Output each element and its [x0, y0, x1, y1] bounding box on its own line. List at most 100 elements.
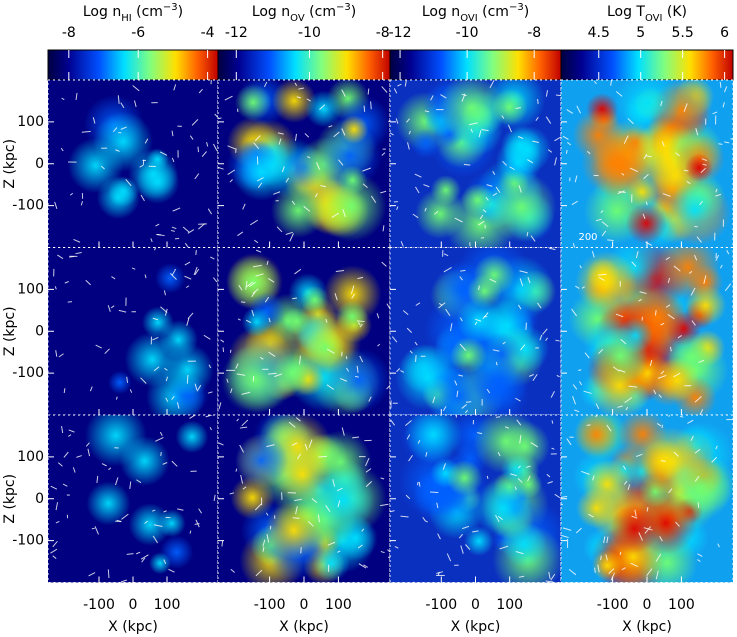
velocity-vector	[551, 447, 555, 450]
velocity-vector	[201, 151, 207, 158]
velocity-vector	[224, 95, 233, 101]
velocity-vector	[307, 521, 314, 527]
colorbar-tick-label: -10	[298, 25, 321, 41]
velocity-vector	[341, 427, 345, 436]
y-tick-label: -100	[12, 365, 44, 381]
velocity-vector	[332, 479, 336, 487]
velocity-vector	[636, 453, 643, 458]
x-tick-label: -100	[254, 597, 286, 613]
velocity-vector	[595, 218, 602, 222]
velocity-vector	[339, 378, 348, 382]
velocity-vector	[443, 253, 449, 257]
velocity-vector	[115, 149, 120, 152]
velocity-vector	[414, 173, 422, 178]
velocity-vector	[601, 221, 609, 227]
velocity-vector	[649, 359, 653, 367]
velocity-vector	[336, 487, 343, 492]
density-blob	[175, 420, 209, 454]
density-blob	[149, 552, 172, 575]
velocity-vector	[621, 567, 626, 571]
velocity-vector	[140, 554, 149, 560]
velocity-vector	[390, 510, 395, 513]
velocity-vector	[694, 395, 702, 403]
density-blob	[501, 521, 547, 568]
velocity-vector	[465, 544, 471, 550]
velocity-vector	[249, 281, 256, 287]
velocity-vector	[397, 83, 402, 87]
velocity-vector	[75, 93, 78, 100]
velocity-vector	[668, 488, 673, 494]
velocity-vector	[639, 291, 647, 295]
velocity-vector	[446, 553, 452, 562]
velocity-vector	[359, 323, 363, 328]
velocity-vector	[259, 356, 264, 360]
velocity-vector	[64, 281, 69, 284]
velocity-vector	[229, 179, 233, 183]
velocity-vector	[715, 445, 718, 450]
density-blob	[576, 487, 617, 529]
velocity-vector	[387, 556, 390, 559]
velocity-vector	[187, 312, 194, 320]
velocity-vector	[356, 365, 359, 373]
velocity-vector	[679, 415, 684, 418]
velocity-vector	[520, 344, 526, 351]
velocity-vector	[606, 424, 612, 432]
velocity-vector	[668, 415, 670, 418]
velocity-vector	[460, 545, 464, 554]
x-axis-label: X (kpc)	[622, 619, 672, 635]
velocity-vector	[391, 336, 398, 343]
velocity-vector	[606, 536, 609, 544]
velocity-vector	[517, 304, 522, 310]
velocity-vector	[117, 95, 120, 104]
velocity-vector	[326, 348, 335, 354]
velocity-vector	[617, 190, 625, 195]
velocity-vector	[176, 402, 180, 409]
velocity-vector	[295, 417, 301, 422]
title-part: OVI	[645, 13, 663, 24]
velocity-vector	[588, 513, 594, 518]
velocity-vector	[406, 327, 413, 333]
velocity-vector	[205, 415, 213, 418]
velocity-vector	[700, 167, 706, 174]
x-axis-label: X (kpc)	[451, 619, 501, 635]
velocity-vector	[237, 231, 244, 237]
title-part: (cm	[305, 4, 336, 20]
velocity-vector	[171, 396, 175, 400]
velocity-vector	[370, 101, 372, 110]
velocity-vector	[504, 426, 509, 429]
velocity-vector	[177, 508, 184, 511]
velocity-vector	[683, 169, 689, 172]
velocity-vector	[610, 572, 616, 581]
velocity-vector	[254, 239, 259, 244]
velocity-vector	[359, 355, 364, 363]
velocity-vector	[715, 193, 722, 197]
velocity-vector	[478, 285, 480, 291]
x-tick-label: -100	[425, 597, 457, 613]
velocity-vector	[584, 352, 590, 359]
velocity-vector	[63, 451, 69, 458]
density-blob	[473, 415, 539, 475]
velocity-vector	[486, 475, 489, 479]
x-tick-label: -100	[597, 597, 629, 613]
velocity-vector	[546, 473, 551, 478]
velocity-vector	[526, 232, 529, 237]
velocity-vector	[68, 429, 75, 433]
velocity-vector	[624, 397, 633, 404]
colorbar-tick-label: 4.5	[588, 25, 610, 41]
velocity-vector	[683, 103, 688, 112]
density-blob	[232, 143, 290, 201]
velocity-vector	[334, 293, 338, 301]
velocity-vector	[622, 465, 627, 470]
y-tick-label: 0	[35, 491, 44, 507]
velocity-vector	[638, 532, 643, 541]
velocity-vector	[662, 193, 671, 197]
density-blob	[339, 115, 369, 144]
velocity-vector	[643, 153, 648, 160]
density-blob	[654, 357, 700, 402]
velocity-vector	[390, 132, 394, 136]
colorbar-tick-label: -4	[201, 25, 215, 41]
velocity-vector	[239, 426, 248, 429]
colorbar-tick-label: -8	[376, 25, 390, 41]
velocity-vector	[495, 361, 498, 366]
velocity-vector	[598, 277, 605, 281]
